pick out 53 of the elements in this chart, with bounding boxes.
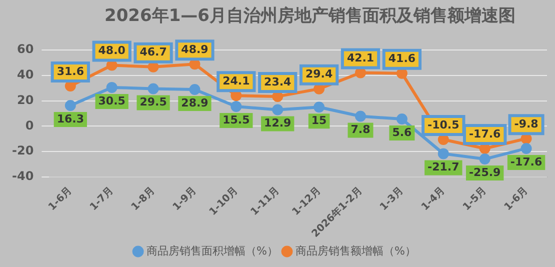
data-label: 42.1 <box>346 52 374 65</box>
point <box>314 102 325 113</box>
point <box>396 114 408 125</box>
data-label: 48.9 <box>181 42 208 56</box>
data-label: -9.8 <box>514 117 538 130</box>
data-label: 46.7 <box>140 46 167 59</box>
x-tick-label: 1-9月 <box>171 185 199 213</box>
x-tick-label: 1-6月 <box>502 185 530 213</box>
data-label: 16.3 <box>56 112 84 126</box>
point <box>64 100 76 111</box>
data-label: -17.6 <box>510 155 542 168</box>
y-tick-label: 40 <box>16 68 34 82</box>
point <box>355 110 366 122</box>
y-tick-label: 20 <box>16 92 34 107</box>
data-label: 31.6 <box>56 64 84 78</box>
point <box>230 100 242 112</box>
point <box>438 148 449 160</box>
y-tick-label: -40 <box>12 169 34 184</box>
data-label: 30.5 <box>98 94 126 108</box>
y-tick-label: 60 <box>16 42 34 56</box>
data-label: 29.5 <box>140 96 167 109</box>
data-label: 29.4 <box>305 68 333 81</box>
y-tick-label: 0 <box>25 118 34 132</box>
data-label: 24.1 <box>222 74 250 88</box>
point <box>148 83 159 94</box>
x-tick-label: 1-4月 <box>420 185 448 213</box>
x-tick-label: 1-5月 <box>461 185 489 213</box>
y-tick-label: -20 <box>12 144 34 158</box>
data-label: 5.6 <box>392 126 412 139</box>
point <box>272 104 284 116</box>
data-label: 28.9 <box>181 96 208 110</box>
chart-title: 2026年1—6月自治州房地产销售面积及销售额增速图 <box>104 6 516 26</box>
x-tick-label: 1-7月 <box>88 185 116 213</box>
data-label: -25.9 <box>468 166 501 179</box>
data-label: -10.5 <box>428 118 460 132</box>
legend-label: 商品房销售额增幅（%） <box>296 244 416 258</box>
data-label: 41.6 <box>388 52 416 66</box>
data-label: 23.4 <box>264 75 292 88</box>
data-label: 15 <box>311 114 327 127</box>
data-label: 15.5 <box>222 113 250 126</box>
point <box>189 84 200 95</box>
point <box>479 154 490 165</box>
x-tick-label: 1-8月 <box>130 185 158 213</box>
data-label: 48.0 <box>98 44 126 58</box>
data-label: -21.7 <box>428 160 460 174</box>
data-label: 7.8 <box>350 123 370 136</box>
point <box>520 142 532 154</box>
x-tick-label: 1-3月 <box>378 185 406 213</box>
x-tick-label: 1-6月 <box>46 185 74 213</box>
legend-label: 商品房销售面积增幅（%） <box>146 244 278 258</box>
data-label: 12.9 <box>264 116 292 130</box>
data-label: -17.6 <box>468 127 502 140</box>
point <box>106 82 118 93</box>
